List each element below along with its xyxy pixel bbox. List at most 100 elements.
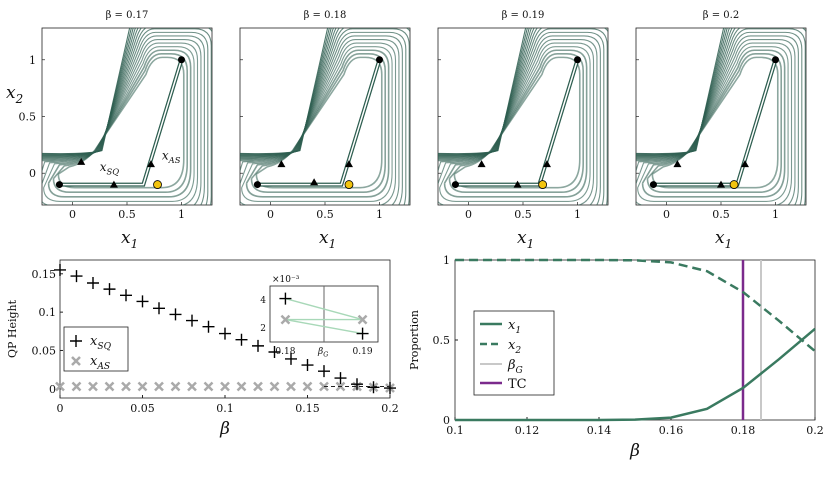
inset-exponent: ×10⁻³ xyxy=(272,275,300,285)
prop-x-tick-label: 0.16 xyxy=(659,424,684,437)
minimum-point-1 xyxy=(649,181,657,189)
minimum-point-1 xyxy=(55,181,63,189)
y-tick-label: 0.5 xyxy=(19,111,37,124)
legend-cross-icon xyxy=(71,356,81,366)
triangle-marker xyxy=(717,180,725,188)
x-tick-label: 1 xyxy=(376,208,383,221)
prop-legend xyxy=(473,310,555,396)
x-axis-label: x1 xyxy=(121,228,138,251)
inset-x-tick-label: 0.19 xyxy=(353,347,373,357)
minimum-point-2 xyxy=(375,56,383,64)
xas-point xyxy=(302,381,313,392)
contour-curve xyxy=(42,28,131,155)
x-tick-label: 0.5 xyxy=(316,208,334,221)
qp-x-label: β xyxy=(219,419,230,439)
triangle-marker xyxy=(477,160,486,168)
xsq-point xyxy=(169,308,182,321)
xsq-point xyxy=(301,359,314,372)
triangle-marker xyxy=(310,178,319,186)
xsq-point xyxy=(334,372,347,385)
xas-point xyxy=(236,381,247,392)
xsq-point xyxy=(103,283,116,296)
triangle-marker xyxy=(673,160,682,168)
xsq-point xyxy=(235,333,248,346)
saddle-point xyxy=(153,180,162,189)
basin-path xyxy=(257,59,381,186)
xsq-point xyxy=(318,365,330,378)
xas-point xyxy=(137,381,148,392)
x-tick-label: 1 xyxy=(178,208,185,221)
prop-y-tick-label: 0.5 xyxy=(433,334,451,347)
contour-curve xyxy=(438,28,527,155)
x-tick-label: 0.5 xyxy=(118,208,136,221)
qp-x-tick-label: 0 xyxy=(57,402,64,415)
series-x1 xyxy=(455,327,816,422)
xas-point xyxy=(121,381,131,392)
xsq-point xyxy=(384,382,396,395)
qp-y-label: QP Height xyxy=(6,299,19,358)
prop-y-tick-label: 1 xyxy=(443,254,450,267)
inset-x-tick-label: 0.18 xyxy=(275,347,295,357)
prop-y-tick-label: 0 xyxy=(443,414,450,427)
xas-point xyxy=(187,381,197,392)
minimum-point-2 xyxy=(177,56,185,64)
qp-y-tick-label: 0.1 xyxy=(39,306,57,319)
contour-panel-3 xyxy=(437,27,609,206)
xsq-annotation: xSQ xyxy=(100,160,120,177)
minimum-point-2 xyxy=(573,56,581,64)
contour-lines xyxy=(240,28,410,205)
x-tick-label: 0 xyxy=(267,208,274,221)
basin-path xyxy=(59,59,183,186)
legend-entry-2: x2 xyxy=(508,338,521,356)
x-tick-label: 0 xyxy=(465,208,472,221)
xsq-point xyxy=(285,352,297,365)
inset-y-tick-label: 4 xyxy=(260,296,266,306)
qp-y-tick-label: 0 xyxy=(49,383,56,396)
contour-panel-1 xyxy=(41,27,213,206)
xas-point xyxy=(203,381,214,392)
x-tick-label: 1 xyxy=(772,208,779,221)
xas-point xyxy=(220,381,230,392)
contour-panel-4 xyxy=(635,27,807,206)
inset-connector xyxy=(285,318,363,335)
inset-beta-g-tick: βG xyxy=(317,347,328,359)
xas-point xyxy=(286,381,296,392)
xsq-point xyxy=(351,378,363,391)
prop-x-tick-label: 0.14 xyxy=(587,424,612,437)
qp-x-tick-label: 0.05 xyxy=(130,402,155,415)
x-axis-label: x1 xyxy=(715,228,732,251)
legend-xsq-label: xSQ xyxy=(90,334,112,352)
x-tick-label: 1 xyxy=(574,208,581,221)
x-axis-label: x1 xyxy=(517,228,534,251)
legend-plus-icon xyxy=(70,335,82,347)
x-tick-label: 0 xyxy=(663,208,670,221)
xas-point xyxy=(269,381,280,392)
xsq-point xyxy=(268,346,281,358)
xas-point xyxy=(71,381,82,392)
xas-point xyxy=(253,381,263,392)
xsq-point xyxy=(54,263,66,276)
contour-curve xyxy=(240,28,329,155)
x-tick-label: 0.5 xyxy=(712,208,730,221)
prop-x-tick-label: 0.18 xyxy=(731,424,756,437)
saddle-point xyxy=(729,180,739,189)
prop-x-tick-label: 0.1 xyxy=(446,424,464,437)
saddle-point xyxy=(344,180,354,189)
inset-xsq-point xyxy=(356,327,369,340)
xsq-point xyxy=(367,381,380,394)
inset-y-tick-label: 2 xyxy=(260,324,266,334)
prop-x-label: β xyxy=(629,441,640,461)
minimum-point-1 xyxy=(451,181,459,189)
inset-xas-point xyxy=(357,314,368,325)
legend-entry-1: x1 xyxy=(508,318,521,336)
xsq-point xyxy=(186,314,198,327)
xas-point xyxy=(170,381,181,392)
triangle-marker xyxy=(513,180,522,188)
x-axis-label: x1 xyxy=(319,228,336,251)
y-tick-label: 1 xyxy=(29,54,36,67)
panel-title: β = 0.19 xyxy=(502,10,545,21)
xsq-point xyxy=(219,327,231,340)
triangle-marker xyxy=(146,160,155,168)
triangle-marker xyxy=(109,180,118,188)
